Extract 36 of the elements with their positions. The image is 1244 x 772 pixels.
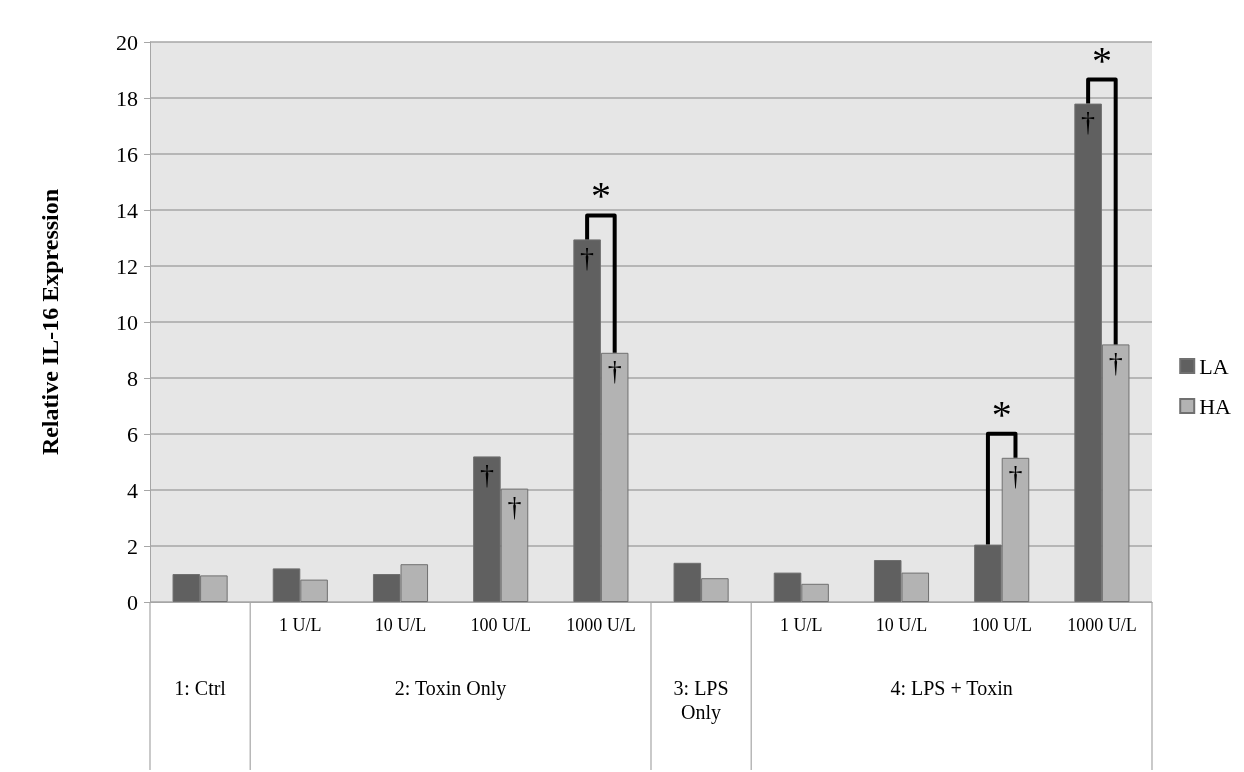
x-tick-label: 1 U/L (780, 615, 823, 635)
x-tick-label: 100 U/L (971, 615, 1032, 635)
data-label: † (1008, 460, 1023, 492)
y-tick-label: 6 (127, 421, 138, 447)
data-label: † (580, 241, 595, 273)
y-tick-label: 14 (116, 197, 138, 223)
text: 2: Toxin Only (393, 676, 508, 700)
x-tick-label: 1000 U/L (1067, 615, 1137, 635)
y-axis-title: Relative IL-16 Expression (37, 188, 63, 456)
data-label: † (1081, 106, 1096, 138)
y-tick-label: 2 (127, 533, 138, 559)
y-tick-label: 4 (127, 477, 138, 503)
y-tick-label: 8 (127, 365, 138, 391)
y-tick-label: 0 (127, 589, 138, 615)
y-tick-label: 16 (116, 141, 138, 167)
x-tick-label: 10 U/L (374, 615, 427, 635)
x-tick-label: 100 U/L (470, 615, 531, 635)
data-label: † (507, 491, 522, 523)
legend-label: HA (1199, 393, 1232, 419)
y-tick-label: 12 (116, 253, 138, 279)
x-tick-label: 1 U/L (279, 615, 322, 635)
data-label: † (479, 458, 494, 490)
annotation: * (1091, 37, 1112, 83)
data-label: † (607, 355, 622, 387)
text: 3: LPS Only (672, 676, 730, 724)
y-tick-label: 10 (116, 309, 138, 335)
x-tick-label: 10 U/L (875, 615, 928, 635)
annotation: * (991, 391, 1012, 437)
annotation: * (590, 173, 611, 219)
legend-label: LA (1199, 353, 1229, 379)
data-label: † (1108, 346, 1123, 378)
text: 4: LPS + Toxin (889, 676, 1014, 700)
text: 1: Ctrl (173, 676, 227, 700)
y-tick-label: 20 (116, 29, 138, 55)
y-tick-label: 18 (116, 85, 138, 111)
x-tick-label: 1000 U/L (566, 615, 636, 635)
